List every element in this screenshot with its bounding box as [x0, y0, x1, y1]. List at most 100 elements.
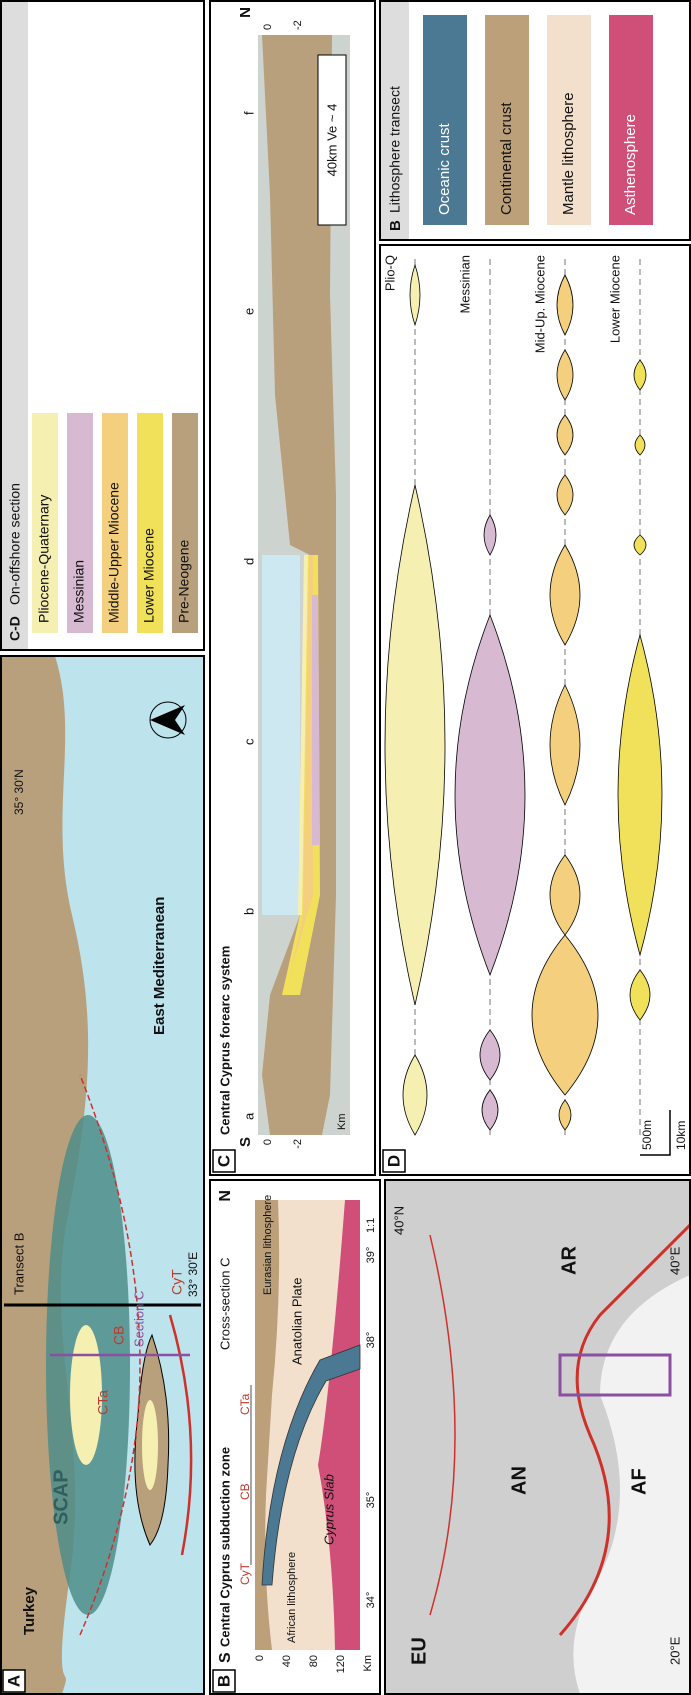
- panel-tag-box: [212, 1669, 236, 1693]
- legend-swatch: [485, 15, 529, 225]
- legend-label: Messinian: [71, 560, 87, 623]
- plate-label: AN: [508, 1466, 530, 1495]
- label: Km: [336, 1114, 348, 1131]
- label: N: [237, 7, 254, 18]
- panel-d-frame: [379, 244, 691, 1176]
- thickness-blob: [481, 1089, 499, 1131]
- label: Lithosphere transect: [387, 86, 403, 213]
- thickness-blob: [549, 544, 581, 646]
- label: Cyprus Slab: [321, 1474, 336, 1545]
- label: -2: [292, 20, 304, 30]
- panel-tag-box: [212, 1149, 236, 1173]
- label: Anatolian Plate: [289, 1278, 304, 1365]
- thickness-blob: [479, 1029, 501, 1081]
- panel-tag: C: [214, 1155, 233, 1167]
- thickness-blob: [384, 484, 446, 1006]
- sea-water: [262, 555, 300, 915]
- legend-swatch: [102, 413, 128, 633]
- thickness-blob: [556, 474, 574, 516]
- thickness-blob: [549, 854, 581, 936]
- depth-tick: 40: [281, 1655, 293, 1667]
- panel-a-frame: [0, 655, 205, 1695]
- plate-label: EU: [408, 1637, 430, 1665]
- legend-swatch: [172, 413, 198, 633]
- scale-bar: [640, 1110, 671, 1156]
- row-label: Lower Miocene: [607, 255, 622, 343]
- legend-header: [381, 2, 409, 239]
- scale-box: [317, 54, 347, 226]
- panel-tag: A: [4, 1675, 23, 1687]
- legend-swatch: [547, 15, 591, 225]
- cyprus-trench: [168, 1314, 193, 1556]
- legend-label: Lower Miocene: [141, 528, 157, 623]
- continental-crust: [255, 1200, 280, 1650]
- plate-label: AF: [628, 1468, 650, 1495]
- label: S: [217, 1652, 234, 1663]
- label: C-D: [7, 616, 23, 641]
- depth-tick: 120: [335, 1655, 347, 1673]
- legend-header: [2, 2, 28, 649]
- plio-q: [298, 555, 308, 915]
- thickness-blob: [556, 349, 574, 401]
- label: SCAP: [50, 1469, 72, 1525]
- thickness-blob: [556, 414, 574, 456]
- asthenosphere: [318, 1200, 360, 1650]
- label: N: [217, 1190, 234, 1202]
- messinian: [312, 595, 320, 845]
- legend-label: Middle-Upper Miocene: [106, 482, 122, 623]
- site-label: c: [241, 738, 256, 745]
- label: 33° 30'E: [186, 1252, 200, 1297]
- legend-label: Oceanic crust: [436, 122, 453, 215]
- scap-boundary: [79, 1074, 141, 1636]
- thickness-blob: [483, 514, 497, 556]
- legend-label: Pliocene-Quaternary: [36, 495, 52, 623]
- site-label: b: [241, 908, 256, 915]
- legend-swatch: [609, 15, 653, 225]
- panel-tag-box: [2, 1669, 26, 1693]
- site-label: a: [241, 1112, 256, 1120]
- panel-tag: B: [214, 1675, 233, 1687]
- inset-box: [558, 1353, 672, 1397]
- cyprus-sediments: [142, 1400, 158, 1490]
- label: 40°E: [667, 1246, 682, 1275]
- thickness-blob: [558, 1099, 572, 1131]
- label: 40°N: [391, 1206, 406, 1235]
- north-arrow: [150, 705, 185, 735]
- label: 20°E: [667, 1636, 682, 1665]
- legend-label: Pre-Neogene: [176, 540, 192, 623]
- latitude-tick: 39°: [365, 1247, 377, 1264]
- thickness-blob: [556, 274, 574, 336]
- plate-label: AR: [558, 1246, 580, 1275]
- label: CyT: [169, 1269, 185, 1295]
- thickness-blob: [402, 1054, 428, 1136]
- row-label: Plio-Q: [382, 255, 397, 291]
- panel-b-frame: [209, 1179, 381, 1695]
- latitude-tick: 35°: [365, 1492, 377, 1509]
- legend-label: Asthenosphere: [622, 114, 639, 215]
- site-label: e: [241, 308, 256, 315]
- label: Km: [362, 1655, 374, 1672]
- label: Cross-section C: [217, 1258, 232, 1350]
- legend-swatch: [67, 413, 93, 633]
- legend-swatch: [423, 15, 467, 225]
- legend-swatch: [32, 413, 58, 633]
- site-label: f: [241, 111, 256, 115]
- depth-tick: 80: [308, 1655, 320, 1667]
- label: Central Cyprus forearc system: [217, 946, 232, 1135]
- label: 10km: [674, 1121, 688, 1150]
- plate-boundary: [558, 1223, 691, 1636]
- legend-label: Mantle lithosphere: [560, 92, 577, 215]
- label: B: [387, 220, 404, 231]
- label: 0: [262, 1139, 274, 1145]
- thickness-blob: [633, 534, 647, 556]
- label: Transect B: [11, 1233, 26, 1295]
- panel-tag-box: [382, 1149, 406, 1173]
- panel-tag: D: [384, 1155, 403, 1167]
- label: CyT: [238, 1562, 252, 1585]
- label: 0: [262, 24, 274, 30]
- label: 40km Ve ~ 4: [324, 104, 339, 177]
- inset-land: [385, 1180, 690, 1694]
- plate-boundary-north: [429, 1234, 456, 1616]
- label: Turkey: [21, 1586, 38, 1635]
